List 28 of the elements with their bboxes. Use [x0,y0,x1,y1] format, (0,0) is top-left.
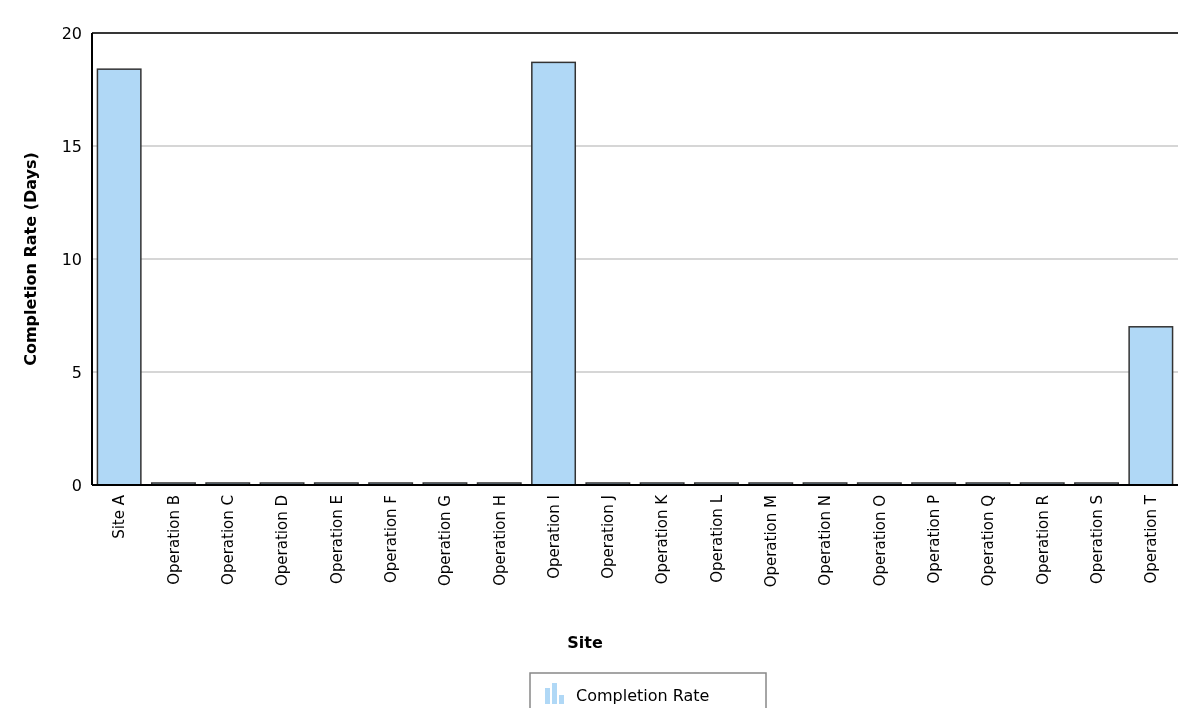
x-tick-label: Operation B [164,495,183,585]
y-tick-label: 10 [61,249,82,269]
x-tick-label: Operation Q [979,495,998,587]
x-tick-label: Site A [110,494,129,539]
y-tick-label: 5 [71,362,82,382]
x-tick-label: Operation I [544,495,563,579]
x-tick-label: Operation L [707,494,726,583]
legend-label: Completion Rate [576,685,710,705]
x-tick-label: Operation J [599,495,618,579]
x-axis-title: Site [567,633,603,652]
x-tick-label: Operation C [219,495,237,585]
x-tick-label: Operation G [436,495,455,587]
x-tick-label: Operation E [327,495,346,584]
x-tick-label: Operation M [762,495,780,588]
y-axis-title: Completion Rate (Days) [21,152,40,366]
x-tick-label: Operation T [1142,494,1161,584]
x-tick-label: Operation D [273,495,292,586]
y-tick-label: 0 [71,475,82,495]
x-tick-label: Operation R [1033,495,1052,585]
y-tick-label: 15 [61,136,82,156]
x-tick-label: Operation F [381,495,400,584]
x-tick-label: Operation S [1087,495,1106,584]
x-tick-label: Operation H [490,495,509,586]
x-tick-label: Operation N [816,495,835,586]
y-tick-label: 20 [61,23,82,43]
x-tick-label: Operation K [653,493,672,585]
x-tick-label: Operation P [924,495,943,584]
x-tick-label: Operation O [870,495,889,587]
